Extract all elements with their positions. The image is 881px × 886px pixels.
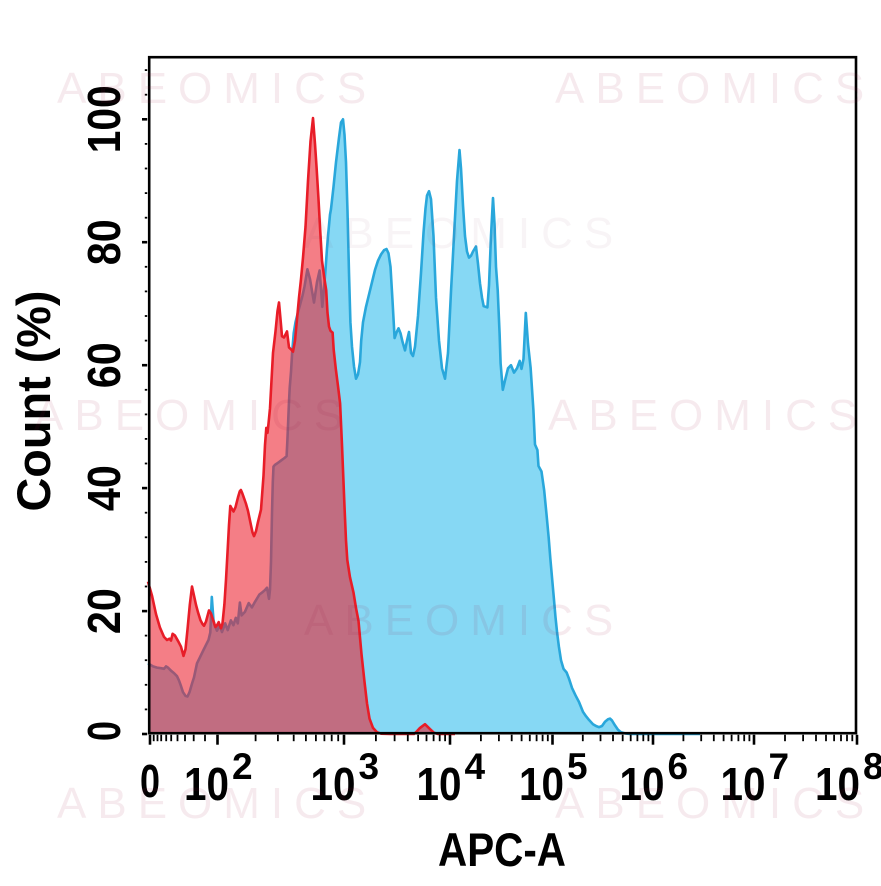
- svg-text:ABEOMICS: ABEOMICS: [34, 391, 354, 440]
- svg-text:104: 104: [417, 746, 486, 810]
- svg-text:ABEOMICS: ABEOMICS: [555, 64, 875, 113]
- svg-text:108: 108: [815, 746, 881, 810]
- svg-text:ABEOMICS: ABEOMICS: [304, 596, 624, 645]
- svg-text:103: 103: [311, 746, 380, 810]
- svg-text:0: 0: [140, 755, 160, 807]
- svg-text:ABEOMICS: ABEOMICS: [304, 209, 624, 258]
- svg-text:40: 40: [78, 465, 130, 511]
- svg-text:ABEOMICS: ABEOMICS: [548, 391, 868, 440]
- svg-text:APC-A: APC-A: [438, 823, 566, 876]
- svg-text:105: 105: [519, 746, 588, 810]
- svg-text:102: 102: [184, 746, 253, 810]
- svg-text:20: 20: [78, 588, 130, 634]
- svg-text:80: 80: [78, 219, 130, 265]
- svg-text:60: 60: [78, 342, 130, 388]
- svg-text:ABEOMICS: ABEOMICS: [57, 64, 377, 113]
- svg-text:107: 107: [721, 746, 790, 810]
- svg-text:Count (%): Count (%): [7, 291, 60, 512]
- svg-text:106: 106: [620, 746, 689, 810]
- svg-text:100: 100: [78, 85, 130, 153]
- svg-text:ABEOMICS: ABEOMICS: [555, 779, 875, 828]
- svg-text:ABEOMICS: ABEOMICS: [57, 779, 377, 828]
- svg-text:0: 0: [78, 721, 130, 741]
